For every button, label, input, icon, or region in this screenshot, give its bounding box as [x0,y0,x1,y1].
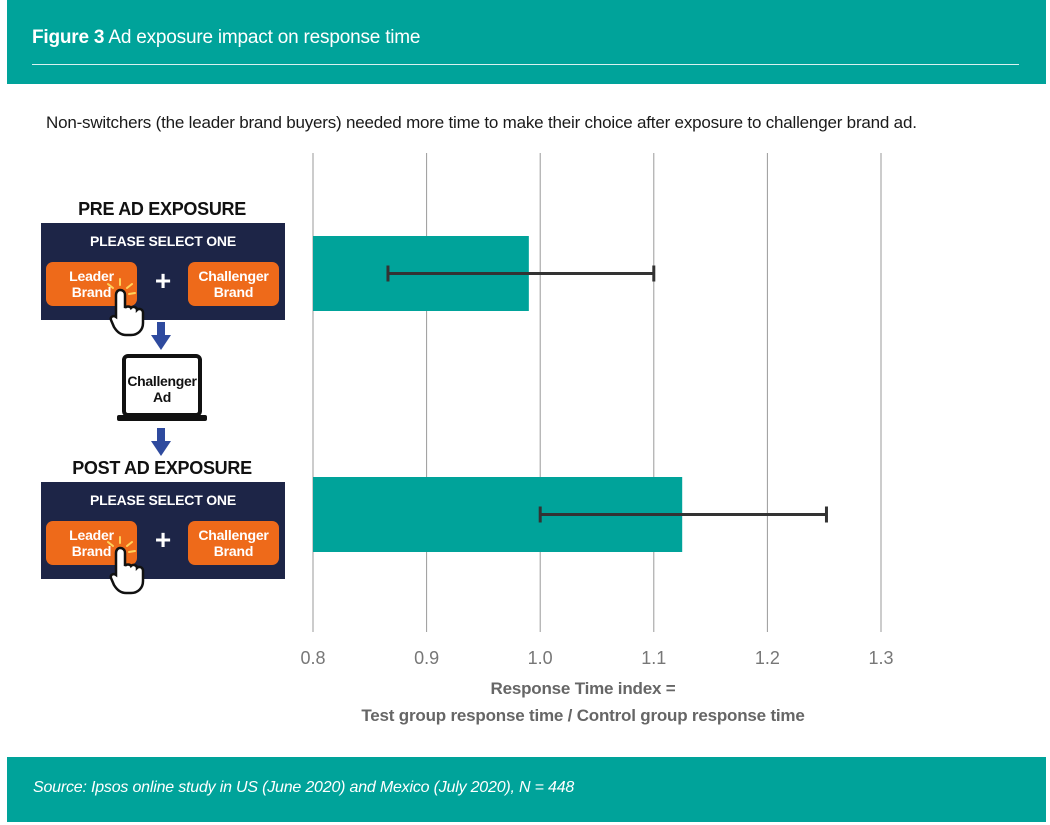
post-leader-brand-button: Leader Brand [46,521,137,565]
pre-challenger-brand-button: Challenger Brand [188,262,279,306]
post-select-box: PLEASE SELECT ONE Leader Brand + Challen… [41,482,285,579]
figure-header: Figure 3 Ad exposure impact on response … [7,0,1046,84]
post-challenger-brand-button: Challenger Brand [188,521,279,565]
pre-challenger-brand-label: Challenger Brand [198,268,269,300]
x-tick-label: 0.9 [414,648,440,668]
x-axis-title-line1: Response Time index = [490,679,676,698]
x-axis-title-line2: Test group response time / Control group… [361,706,805,725]
figure-footer: Source: Ipsos online study in US (June 2… [7,757,1046,822]
figure-subtitle: Non-switchers (the leader brand buyers) … [46,113,917,132]
figure-label: Figure 3 [32,27,105,48]
post-select-title: PLEASE SELECT ONE [90,492,236,508]
source-note: Source: Ipsos online study in US (June 2… [33,779,575,796]
pre-leader-brand-button: Leader Brand [46,262,137,306]
x-tick-label: 1.1 [641,648,667,668]
post-plus-icon: + [154,524,172,555]
pre-exposure-label: PRE AD EXPOSURE [78,199,246,219]
figure-title: Figure 3 Ad exposure impact on response … [32,27,420,49]
pre-plus-icon: + [154,265,172,296]
pre-select-title: PLEASE SELECT ONE [90,233,236,249]
x-tick-label: 1.3 [868,648,894,668]
post-challenger-brand-label: Challenger Brand [198,527,269,559]
x-tick-label: 0.8 [300,648,326,668]
post-exposure-label: POST AD EXPOSURE [72,458,252,478]
pre-select-box: PLEASE SELECT ONE Leader Brand + Challen… [41,223,285,320]
challenger-ad-label: Challenger Ad [127,373,197,405]
post-leader-brand-label: Leader Brand [69,527,114,559]
pre-leader-brand-label: Leader Brand [69,268,114,300]
figure-title-text: Ad exposure impact on response time [108,27,421,48]
x-tick-label: 1.2 [754,648,780,668]
x-tick-label: 1.0 [527,648,553,668]
header-divider [32,64,1019,65]
